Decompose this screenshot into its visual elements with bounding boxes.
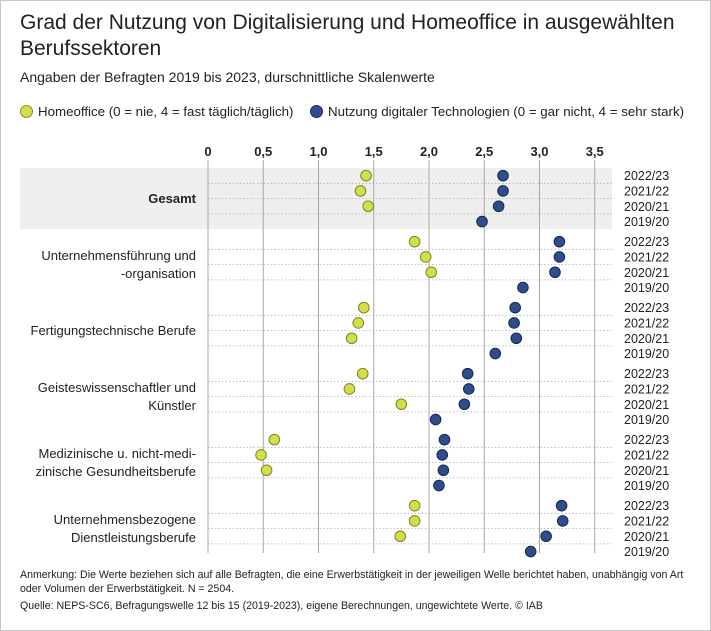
point-homeoffice <box>408 235 421 248</box>
point-homeoffice <box>354 185 367 197</box>
point-homeoffice <box>260 464 273 477</box>
year-label: 2022/23 <box>624 499 669 513</box>
point-digital <box>436 449 449 461</box>
year-label: 2020/21 <box>624 398 669 412</box>
point-digital <box>549 266 561 279</box>
category-label: Dienstleistungsberufe <box>71 530 196 545</box>
year-label: 2022/23 <box>624 367 669 381</box>
year-label: 2022/23 <box>624 433 669 447</box>
year-label: 2020/21 <box>624 332 669 346</box>
legend-item-homeoffice: Homeoffice (0 = nie, 4 = fast täglich/tä… <box>20 104 294 119</box>
x-tick-label: 0,5 <box>254 144 272 159</box>
category-label: Medizinische u. nicht-medi- <box>38 446 196 461</box>
category-label: Geisteswissenschaftler und <box>38 380 196 395</box>
year-label: 2019/20 <box>624 545 669 559</box>
point-digital <box>438 433 451 446</box>
legend-label-homeoffice: Homeoffice (0 = nie, 4 = fast täglich/tä… <box>38 104 294 119</box>
point-homeoffice <box>360 169 372 182</box>
chart-source: Quelle: NEPS-SC6, Befragungswelle 12 bis… <box>20 600 543 612</box>
year-label: 2020/21 <box>624 200 669 214</box>
point-digital <box>489 347 502 360</box>
year-label: 2019/20 <box>624 215 669 229</box>
x-tick-label: 1,0 <box>309 144 327 159</box>
legend-marker-homeoffice <box>20 105 33 118</box>
year-label: 2022/23 <box>624 169 669 183</box>
point-digital <box>458 398 471 411</box>
point-homeoffice <box>362 200 375 213</box>
year-label: 2022/23 <box>624 301 669 315</box>
point-digital <box>492 200 505 213</box>
year-label: 2021/22 <box>624 250 669 264</box>
category-label: zinische Gesundheitsberufe <box>36 464 196 479</box>
year-label: 2021/22 <box>624 514 669 528</box>
year-label: 2021/22 <box>624 184 669 198</box>
year-label: 2020/21 <box>624 266 669 280</box>
year-label: 2019/20 <box>624 347 669 361</box>
x-tick-label: 2,0 <box>420 144 438 159</box>
point-homeoffice <box>255 449 267 461</box>
legend-item-digital: Nutzung digitaler Technologien (0 = gar … <box>310 104 684 119</box>
chart-note: Anmerkung: Die Werte beziehen sich auf a… <box>20 569 684 595</box>
point-digital <box>510 332 523 345</box>
year-label: 2019/20 <box>624 479 669 493</box>
category-label: Unternehmensführung und <box>41 248 196 263</box>
point-homeoffice <box>343 383 356 395</box>
point-digital <box>556 515 569 527</box>
point-digital <box>433 479 445 492</box>
point-digital <box>517 281 529 294</box>
point-homeoffice <box>356 367 369 380</box>
point-homeoffice <box>425 266 438 279</box>
point-digital <box>461 367 474 380</box>
point-digital <box>553 251 566 263</box>
legend-label-digital: Nutzung digitaler Technologien (0 = gar … <box>328 104 685 119</box>
point-homeoffice <box>408 515 421 527</box>
point-homeoffice <box>394 530 407 543</box>
x-tick-label: 1,5 <box>365 144 383 159</box>
legend-marker-digital <box>310 105 323 118</box>
point-homeoffice <box>345 332 358 345</box>
point-homeoffice <box>408 499 421 512</box>
point-digital <box>462 383 475 395</box>
category-label: Gesamt <box>148 191 196 206</box>
year-label: 2021/22 <box>624 316 669 330</box>
x-tick-label: 2,5 <box>475 144 493 159</box>
year-label: 2019/20 <box>624 281 669 295</box>
point-digital <box>508 317 520 329</box>
point-digital <box>524 545 537 558</box>
year-label: 2021/22 <box>624 382 669 396</box>
year-label: 2021/22 <box>624 448 669 462</box>
point-digital <box>429 413 442 426</box>
x-tick-label: 3,0 <box>530 144 548 159</box>
category-label: Künstler <box>148 398 196 413</box>
point-homeoffice <box>268 433 281 446</box>
point-homeoffice <box>395 398 408 411</box>
year-label: 2020/21 <box>624 530 669 544</box>
point-digital <box>497 169 509 182</box>
point-digital <box>555 499 568 512</box>
year-label: 2019/20 <box>624 413 669 427</box>
point-digital <box>497 185 509 197</box>
point-digital <box>553 235 566 248</box>
chart-subtitle: Angaben der Befragten 2019 bis 2023, dur… <box>20 69 435 85</box>
point-digital <box>509 301 521 314</box>
category-label: Unternehmensbezogene <box>54 512 196 527</box>
point-digital <box>476 215 488 228</box>
x-tick-label: 0 <box>204 144 211 159</box>
year-label: 2020/21 <box>624 464 669 478</box>
category-label: Fertigungstechnische Berufe <box>31 323 196 338</box>
year-label: 2022/23 <box>624 235 669 249</box>
point-digital <box>437 464 450 477</box>
point-homeoffice <box>419 251 432 263</box>
x-tick-label: 3,5 <box>586 144 604 159</box>
point-homeoffice <box>352 317 365 329</box>
point-digital <box>540 530 552 543</box>
point-homeoffice <box>358 301 370 314</box>
category-label: -organisation <box>121 266 196 281</box>
chart-title: Grad der Nutzung von Digitalisierung und… <box>20 11 675 60</box>
